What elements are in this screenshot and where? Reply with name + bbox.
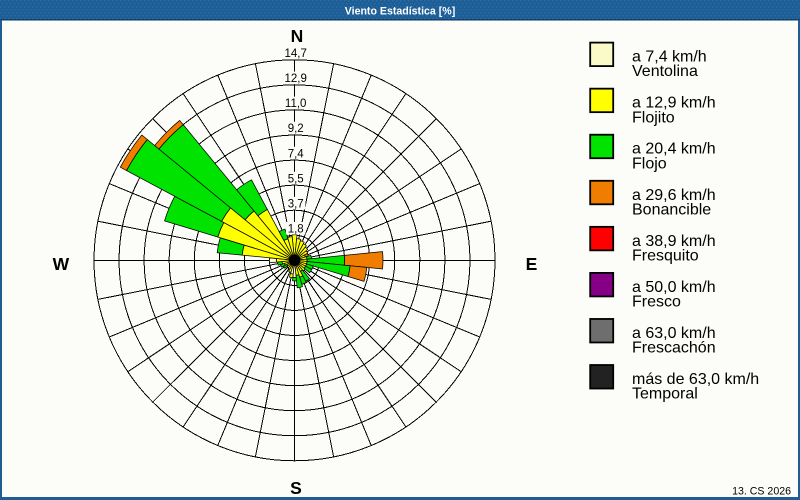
svg-text:S: S: [290, 478, 302, 498]
svg-text:W: W: [53, 254, 70, 274]
svg-text:7,4: 7,4: [288, 148, 305, 160]
svg-text:Ventolina: Ventolina: [632, 63, 698, 80]
svg-text:a 38,9 km/h: a 38,9 km/h: [632, 233, 716, 250]
svg-text:Fresco: Fresco: [632, 294, 681, 311]
svg-text:Bonancible: Bonancible: [632, 201, 711, 218]
svg-text:14,7: 14,7: [285, 48, 307, 60]
svg-text:9,2: 9,2: [288, 123, 304, 135]
svg-text:E: E: [526, 254, 538, 274]
svg-text:12,9: 12,9: [285, 73, 307, 85]
svg-text:11,0: 11,0: [285, 98, 307, 110]
svg-text:a 20,4 km/h: a 20,4 km/h: [632, 141, 716, 158]
svg-text:a 63,0 km/h: a 63,0 km/h: [632, 325, 716, 342]
svg-text:a 50,0 km/h: a 50,0 km/h: [632, 279, 716, 296]
svg-text:1,8: 1,8: [288, 223, 304, 235]
svg-text:N: N: [291, 26, 304, 46]
svg-text:Temporal: Temporal: [632, 386, 698, 403]
svg-text:Frescachón: Frescachón: [632, 340, 716, 357]
svg-text:5,5: 5,5: [288, 173, 304, 185]
svg-text:a 29,6 km/h: a 29,6 km/h: [632, 187, 716, 204]
svg-text:3,7: 3,7: [288, 198, 304, 210]
svg-text:13. CS 2026: 13. CS 2026: [732, 486, 791, 498]
svg-text:Flojito: Flojito: [632, 109, 675, 126]
svg-text:a 12,9 km/h: a 12,9 km/h: [632, 95, 716, 112]
svg-text:a 7,4 km/h: a 7,4 km/h: [632, 49, 707, 66]
svg-text:Flojo: Flojo: [632, 155, 667, 172]
svg-text:Viento Estadística [%]: Viento Estadística [%]: [345, 5, 455, 17]
svg-text:más de 63,0 km/h: más de 63,0 km/h: [632, 371, 759, 388]
svg-text:Fresquito: Fresquito: [632, 247, 699, 264]
